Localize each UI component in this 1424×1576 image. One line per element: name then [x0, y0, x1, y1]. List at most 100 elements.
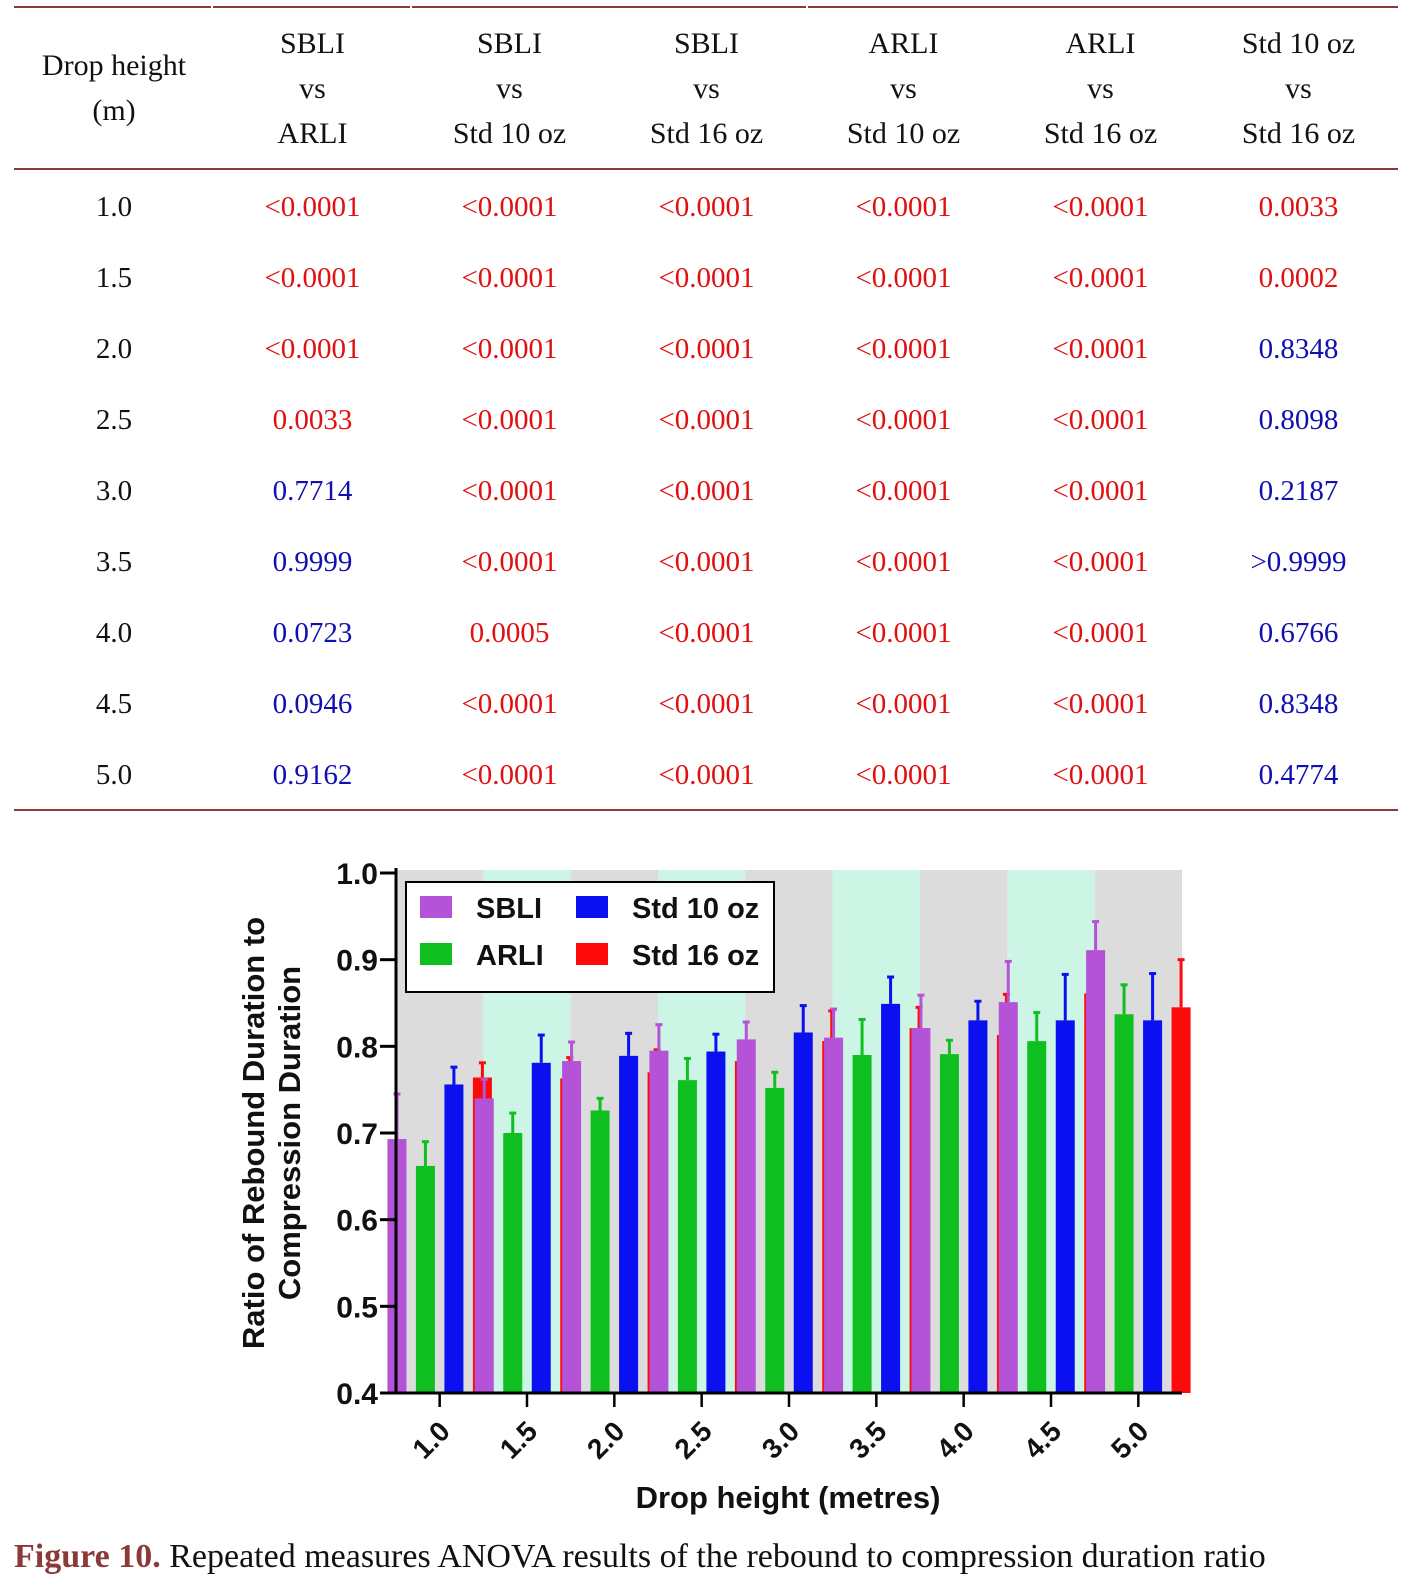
- p-value-cell: 0.8098: [1258, 404, 1339, 436]
- legend-label: SBLI: [476, 893, 542, 925]
- p-value-cell: 0.0002: [1258, 262, 1339, 294]
- table-row: 2.0 <0.0001 <0.0001 <0.0001 <0.0001 <0.0001 0.…: [14, 314, 1398, 385]
- y-axis-label-line-2: Compression Duration: [272, 966, 307, 1300]
- legend-swatch: [420, 943, 452, 965]
- p-value-cell: <0.0001: [855, 404, 952, 436]
- p-value-table: Drop height (m) SBLI vs ARLI SBLI vs Std 10 oz S…: [14, 8, 1398, 811]
- column-header-line: Std 10 oz: [452, 116, 567, 150]
- x-tick-label: 1.5: [494, 1415, 543, 1464]
- x-tick-label: 4.0: [930, 1415, 979, 1464]
- column-header-line: SBLI: [673, 26, 739, 60]
- bar: [444, 1084, 464, 1393]
- column-header: ARLI vs Std 16 oz: [1002, 8, 1199, 168]
- x-tick-label: 2.5: [668, 1415, 717, 1464]
- p-value-cell: <0.0001: [658, 404, 755, 436]
- table-header-rule: [14, 168, 1398, 170]
- p-value-cell: 0.0033: [272, 404, 353, 436]
- p-value-cell: <0.0001: [1052, 617, 1149, 649]
- legend-label: Std 16 oz: [632, 940, 759, 972]
- figure-caption: Figure 10. Repeated measures ANOVA resul…: [14, 1538, 1266, 1576]
- bar: [881, 1003, 901, 1393]
- column-header-line: vs: [890, 71, 917, 105]
- bar: [590, 1110, 610, 1393]
- column-header: Drop height (m): [14, 8, 214, 168]
- p-value-cell: <0.0001: [855, 333, 952, 365]
- column-header-line: Std 16 oz: [649, 116, 764, 150]
- bar: [503, 1133, 523, 1393]
- drop-height-cell: 2.0: [95, 333, 133, 365]
- bar: [968, 1020, 988, 1393]
- p-value-cell: <0.0001: [658, 617, 755, 649]
- x-tick-label: 5.0: [1105, 1415, 1154, 1464]
- p-value-cell: <0.0001: [1052, 333, 1149, 365]
- column-header-line: ARLI: [868, 26, 939, 60]
- category-band: [1094, 870, 1182, 1393]
- p-value-cell: <0.0001: [658, 759, 755, 791]
- y-tick-label: 1.0: [336, 858, 378, 891]
- column-header: ARLI vs Std 10 oz: [805, 8, 1002, 168]
- drop-height-cell: 4.0: [95, 617, 133, 649]
- p-value-cell: 0.0033: [1258, 191, 1339, 223]
- p-value-cell: <0.0001: [264, 191, 361, 223]
- p-value-cell: <0.0001: [855, 546, 952, 578]
- bar: [852, 1055, 872, 1393]
- x-tick-label: 3.5: [843, 1415, 892, 1464]
- column-header-line: vs: [1087, 71, 1114, 105]
- drop-height-cell: 1.5: [95, 262, 133, 294]
- x-axis-label: Drop height (metres): [636, 1480, 941, 1515]
- p-value-cell: <0.0001: [855, 262, 952, 294]
- x-tick-label: 1.0: [406, 1415, 455, 1464]
- y-tick-label: 0.9: [336, 945, 378, 978]
- table-row: 1.0 <0.0001 <0.0001 <0.0001 <0.0001 <0.0001 0.…: [14, 168, 1398, 243]
- x-tick-label: 4.5: [1018, 1415, 1067, 1464]
- p-value-cell: <0.0001: [1052, 404, 1149, 436]
- table-row: 3.0 0.7714 <0.0001 <0.0001 <0.0001 <0.0001 0.2…: [14, 456, 1398, 527]
- legend-swatch: [420, 896, 452, 918]
- drop-height-cell: 5.0: [95, 759, 133, 791]
- column-header-line: ARLI: [1065, 26, 1136, 60]
- drop-height-cell: 4.5: [95, 688, 133, 720]
- column-header-line: Drop height: [41, 49, 187, 82]
- bar: [415, 1165, 435, 1393]
- table-row: 4.0 0.0723 0.0005 <0.0001 <0.0001 <0.0001 0.67…: [14, 598, 1398, 669]
- table-row: 3.5 0.9999 <0.0001 <0.0001 <0.0001 <0.0001 >0.…: [14, 527, 1398, 598]
- bar: [706, 1051, 726, 1393]
- x-tick-label: 2.0: [581, 1415, 630, 1464]
- x-tick-label: 3.0: [756, 1415, 805, 1464]
- category-band: [1007, 870, 1095, 1393]
- p-value-cell: 0.8348: [1258, 688, 1339, 720]
- category-band: [920, 870, 1008, 1393]
- bar-chart: 0.4 0.5 0.6 0.7 0.8 0.9 1.0 1.0 1.5 2.0 2.5 3.0 3.5 4…: [236, 858, 1191, 1515]
- column-header-line: ARLI: [277, 116, 348, 150]
- column-header-line: vs: [299, 71, 326, 105]
- column-header-line: SBLI: [279, 26, 345, 60]
- p-value-cell: <0.0001: [855, 688, 952, 720]
- bar: [677, 1080, 697, 1393]
- bar: [1055, 1020, 1075, 1393]
- column-header-line: (m): [92, 94, 136, 127]
- p-value-cell: <0.0001: [855, 191, 952, 223]
- p-value-cell: <0.0001: [658, 475, 755, 507]
- p-value-cell: <0.0001: [658, 191, 755, 223]
- column-header-line: vs: [1285, 71, 1312, 105]
- column-header-line: SBLI: [476, 26, 542, 60]
- table-body: 1.0 <0.0001 <0.0001 <0.0001 <0.0001 <0.0001 0.…: [14, 168, 1398, 811]
- p-value-cell: <0.0001: [855, 475, 952, 507]
- p-value-cell: 0.6766: [1258, 617, 1339, 649]
- legend-swatch: [576, 943, 608, 965]
- column-header: SBLI vs ARLI: [214, 8, 411, 168]
- p-value-cell: 0.0723: [272, 617, 353, 649]
- p-value-cell: 0.4774: [1258, 759, 1339, 791]
- table-row: 1.5 <0.0001 <0.0001 <0.0001 <0.0001 <0.0001 0.…: [14, 243, 1398, 314]
- column-header-line: vs: [693, 71, 720, 105]
- legend-label: ARLI: [476, 940, 544, 972]
- y-tick-label: 0.8: [336, 1031, 378, 1064]
- legend: SBLI ARLI Std 10 oz Std 16 oz: [405, 881, 775, 993]
- p-value-cell: <0.0001: [461, 262, 558, 294]
- p-value-cell: <0.0001: [461, 404, 558, 436]
- y-tick-label: 0.4: [336, 1378, 378, 1411]
- p-value-cell: <0.0001: [461, 759, 558, 791]
- table-row: 4.5 0.0946 <0.0001 <0.0001 <0.0001 <0.0001 0.8…: [14, 669, 1398, 740]
- figure-label: Figure 10.: [14, 1538, 161, 1575]
- table-row: 2.5 0.0033 <0.0001 <0.0001 <0.0001 <0.0001 0.8…: [14, 385, 1398, 456]
